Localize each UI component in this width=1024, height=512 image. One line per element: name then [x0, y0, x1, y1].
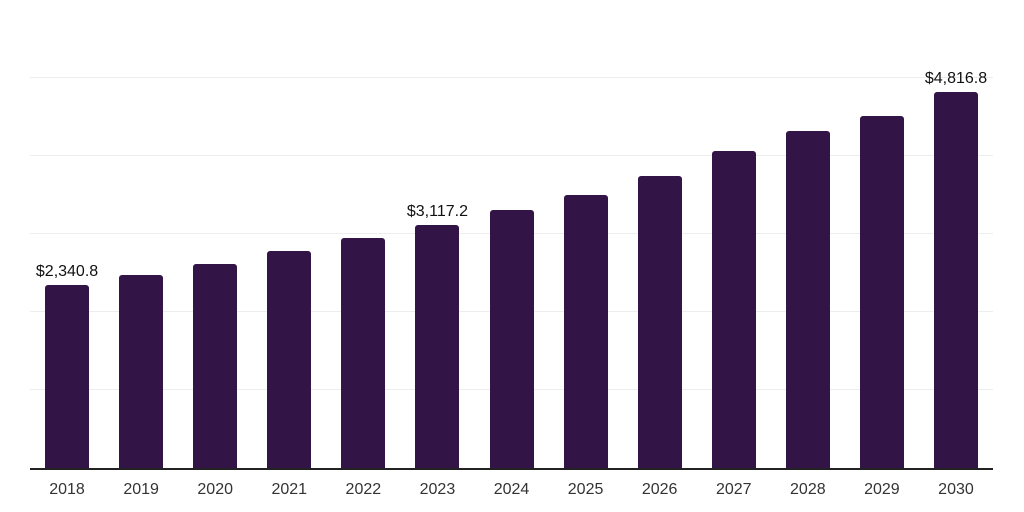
bar-2022 — [341, 237, 386, 468]
bar-2018: $2,340.8 — [36, 263, 98, 468]
bar-2025 — [563, 195, 608, 468]
bar-value-label-2023: $3,117.2 — [406, 202, 468, 220]
bar-column-2018: $2,340.8 — [30, 2, 104, 468]
x-axis-tick-label-2030: 2030 — [938, 481, 974, 498]
x-axis-tick-label-2019: 2019 — [123, 481, 159, 498]
x-axis-tick-label-2023: 2023 — [419, 481, 456, 498]
x-axis-tick-label-2028: 2028 — [790, 481, 826, 498]
bar-column-2027 — [697, 2, 771, 468]
bar-2030: $4,816.8 — [925, 70, 987, 468]
bar-column-2029 — [845, 2, 919, 468]
x-axis-tick-label-2027: 2027 — [715, 481, 752, 498]
chart-area: $2,340.8 $3,117.2 $4,816.8 2018 2019 2020 202… — [30, 2, 993, 499]
x-axis-tick-label-2025: 2025 — [567, 481, 604, 498]
x-axis-tick-label-2029: 2029 — [864, 481, 900, 498]
bar-2019 — [119, 275, 164, 468]
x-axis-labels: 2018 2019 2020 2021 2022 2023 2024 2025 2026 2027… — [30, 470, 993, 499]
x-axis-tick-label-2024: 2024 — [493, 481, 530, 498]
x-axis-tick-label-2020: 2020 — [197, 481, 233, 498]
bar-2027 — [711, 151, 756, 468]
bar-2024 — [489, 209, 534, 468]
bar-column-2023: $3,117.2 — [400, 2, 474, 468]
bar-column-2025 — [549, 2, 623, 468]
bar-column-2030: $4,816.8 — [919, 2, 993, 468]
bars-row: $2,340.8 $3,117.2 $4,816.8 — [30, 2, 993, 468]
bar-2028 — [785, 131, 830, 468]
gridline-4000 — [30, 155, 993, 156]
bar-2021 — [267, 251, 312, 468]
bar-2026 — [637, 176, 682, 468]
x-axis-tick-label-2022: 2022 — [345, 481, 382, 498]
bar-value-label-2018: $2,340.8 — [35, 263, 99, 281]
bar-2020 — [193, 263, 238, 468]
bar-2023: $3,117.2 — [407, 203, 468, 468]
bar-column-2028 — [771, 2, 845, 468]
x-axis-tick-label-2018: 2018 — [49, 481, 85, 498]
bar-column-2019 — [104, 2, 178, 468]
plot-area: $2,340.8 $3,117.2 $4,816.8 — [30, 2, 993, 470]
bar-value-label-2030: $4,816.8 — [924, 70, 988, 88]
bar-column-2026 — [623, 2, 697, 468]
gridline-5000 — [30, 77, 993, 78]
bar-column-2022 — [326, 2, 400, 468]
x-axis-tick-label-2021: 2021 — [271, 481, 308, 498]
x-axis-tick-label-2026: 2026 — [641, 481, 678, 498]
bar-column-2024 — [474, 2, 548, 468]
bar-column-2021 — [252, 2, 326, 468]
bar-column-2020 — [178, 2, 252, 468]
bar-2029 — [859, 115, 904, 468]
